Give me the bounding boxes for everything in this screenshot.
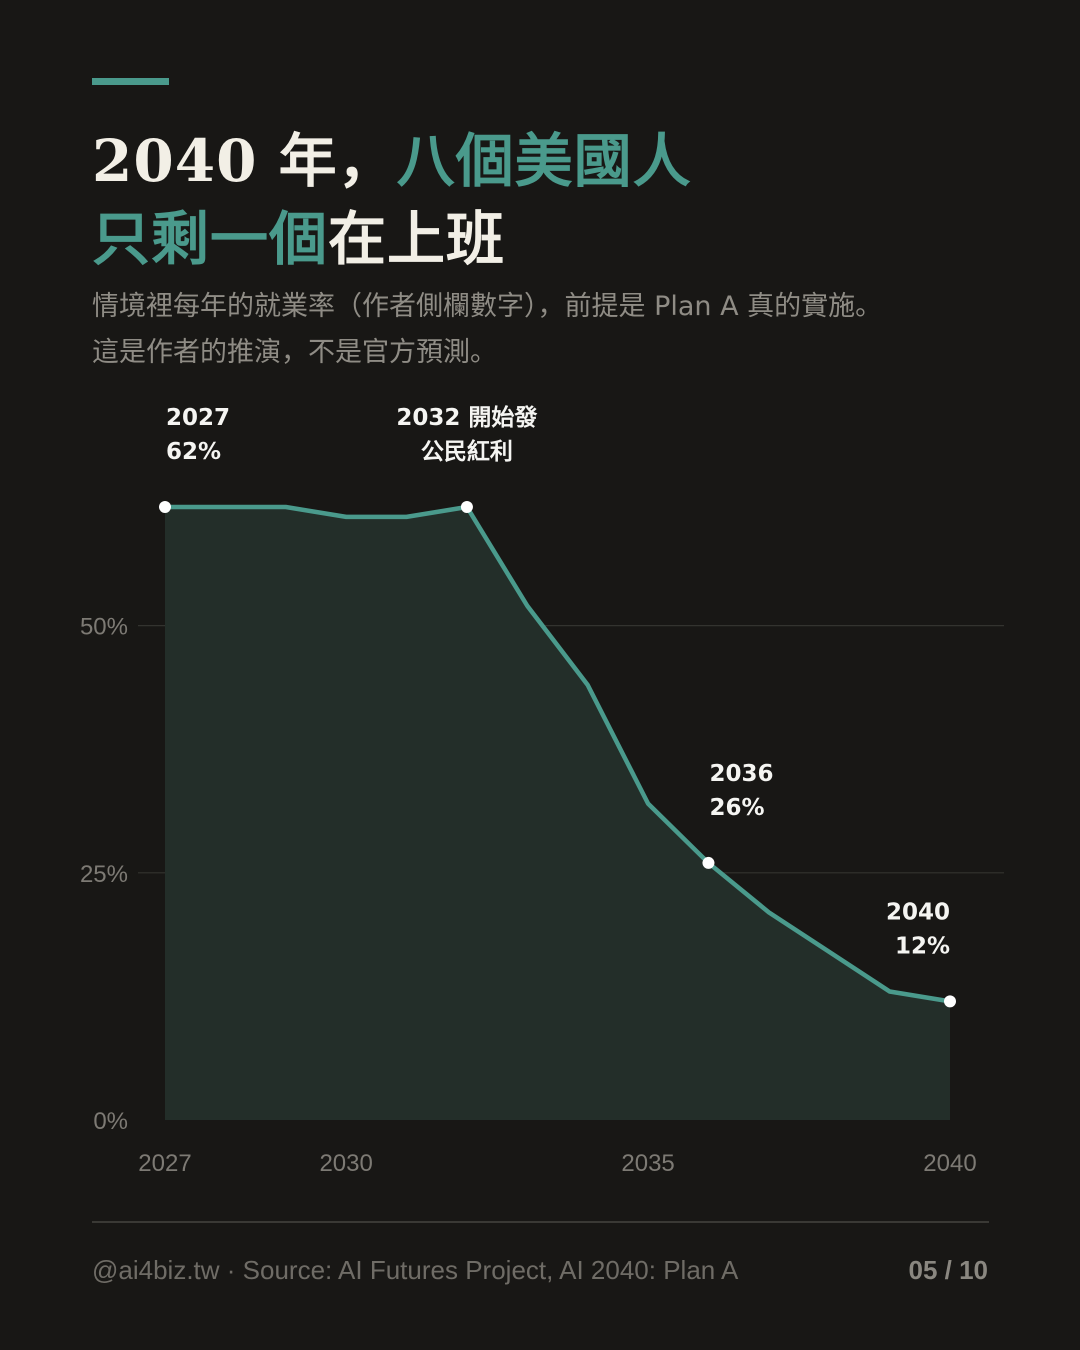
marker-2032 xyxy=(460,501,473,513)
footer-source: @ai4biz.tw · Source: AI Futures Project,… xyxy=(92,1255,739,1285)
annotation-2032-line2: 公民紅利 xyxy=(421,438,513,465)
marker-2027 xyxy=(159,501,171,513)
subtitle: 情境裡每年的就業率（作者側欄數字），前提是 Plan A 真的實施。 這是作者的… xyxy=(92,284,1012,376)
x-tick-label-2040: 2040 xyxy=(923,1150,976,1177)
y-tick-label-0: 0% xyxy=(93,1108,128,1135)
marker-2040 xyxy=(944,995,956,1008)
employment-area-fill xyxy=(165,507,950,1120)
title-highlight-1: 八個美國人 xyxy=(396,127,692,195)
footer-divider xyxy=(92,1221,989,1223)
x-tick-label-2035: 2035 xyxy=(621,1150,674,1177)
annotation-2036-line2: 26% xyxy=(709,795,764,821)
annotation-2027-line2: 62% xyxy=(166,439,221,465)
page-title: 2040 年，八個美國人 只剩一個在上班 xyxy=(92,122,692,278)
title-plain-1: 2040 年， xyxy=(92,127,397,195)
annotation-2040-line1: 2040 xyxy=(886,899,950,925)
x-tick-label-2030: 2030 xyxy=(319,1150,372,1177)
page-counter: 05 / 10 xyxy=(908,1255,988,1285)
subtitle-line-1: 情境裡每年的就業率（作者側欄數字），前提是 Plan A 真的實施。 xyxy=(92,291,883,322)
subtitle-line-2: 這是作者的推演，不是官方預測。 xyxy=(92,337,497,368)
marker-2036 xyxy=(702,856,715,869)
annotation-2032-line1: 2032 開始發 xyxy=(396,404,537,431)
title-highlight-2: 只剩一個 xyxy=(92,205,329,273)
accent-bar xyxy=(92,78,169,85)
x-tick-label-2027: 2027 xyxy=(138,1150,191,1177)
annotation-2040-line2: 12% xyxy=(895,933,950,959)
employment-line xyxy=(162,504,953,1004)
annotation-2027-line1: 2027 xyxy=(166,405,230,431)
y-tick-label-25: 25% xyxy=(80,861,128,888)
annotation-2036-line1: 2036 xyxy=(709,761,773,787)
title-plain-2: 在上班 xyxy=(328,205,506,273)
employment-area-chart: 0% 25% 50% 2027 2030 2035 2040 2027 62% 2032 開始發公… xyxy=(80,404,1004,1177)
y-tick-label-50: 50% xyxy=(80,614,128,641)
